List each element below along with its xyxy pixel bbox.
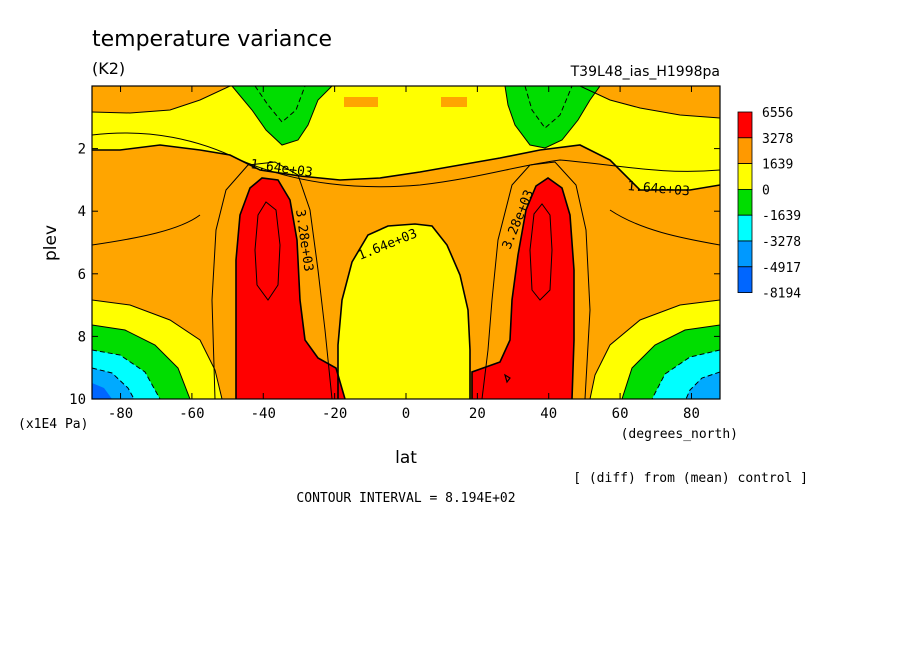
x-axis-label: lat xyxy=(395,448,417,468)
legend-swatch xyxy=(737,111,753,139)
x-tick-label: 60 xyxy=(612,406,629,422)
fill-orange-topright xyxy=(580,86,720,118)
chart-title: temperature variance xyxy=(92,27,332,52)
y-tick-label: 6 xyxy=(78,267,86,283)
legend-level-label: -4917 xyxy=(762,261,801,276)
contour-field xyxy=(92,86,720,399)
fill-red-left-column xyxy=(236,178,345,399)
run-label: T39L48_ias_H1998pa xyxy=(570,64,720,80)
contour-label: 1.64e+03 xyxy=(627,179,691,199)
fill-yellow-center-dome xyxy=(338,224,470,399)
x-tick-label: 40 xyxy=(540,406,557,422)
color-legend: 6556 3278 1639 0 -1639 -3278 -4917 -8194 xyxy=(737,106,801,302)
legend-level-label: -3278 xyxy=(762,235,801,250)
legend-swatch xyxy=(737,137,753,165)
legend-swatch xyxy=(737,266,753,293)
diff-note: [ (diff) from (mean) control ] xyxy=(573,471,808,486)
contour-lines xyxy=(92,86,720,399)
fill-orange-blip-2 xyxy=(441,97,467,107)
contour-interval: CONTOUR INTERVAL = 8.194E+02 xyxy=(296,491,515,506)
y-tick-label: 4 xyxy=(78,204,86,220)
legend-swatch xyxy=(737,214,753,242)
fill-green-top-left xyxy=(232,86,332,145)
chart-units: (K2) xyxy=(92,59,125,78)
x-axis-units: (degrees_north) xyxy=(621,427,738,442)
y-axis-label: plev xyxy=(41,225,61,261)
legend-level-label: 6556 xyxy=(762,106,793,121)
x-tick-label: -80 xyxy=(108,406,133,422)
legend-level-label: 1639 xyxy=(762,158,793,173)
fill-orange-topleft xyxy=(92,86,230,113)
y-tick-label: 8 xyxy=(78,329,86,345)
x-tick-label: -40 xyxy=(251,406,276,422)
legend-swatch xyxy=(737,163,753,190)
x-tick-label: -20 xyxy=(322,406,347,422)
x-tick-label: 80 xyxy=(683,406,700,422)
x-tick-label: 0 xyxy=(402,406,410,422)
legend-level-label: -8194 xyxy=(762,287,801,302)
legend-swatch xyxy=(737,188,753,216)
fill-green-top-right xyxy=(505,86,600,148)
legend-level-label: -1639 xyxy=(762,209,801,224)
y-axis-units: (x1E4 Pa) xyxy=(18,417,88,432)
legend-level-label: 3278 xyxy=(762,132,793,147)
fill-red-right-column xyxy=(472,178,574,399)
y-tick-label: 10 xyxy=(69,392,86,408)
y-axis: 2 4 6 8 10 xyxy=(69,142,720,408)
fill-orange-blip-1 xyxy=(344,97,378,107)
x-tick-label: 20 xyxy=(469,406,486,422)
x-tick-label: -60 xyxy=(179,406,204,422)
y-tick-label: 2 xyxy=(78,142,86,158)
fill-blue-lower-left xyxy=(92,383,112,399)
x-axis: -80 -60 -40 -20 0 20 40 60 80 xyxy=(108,86,700,422)
legend-swatch xyxy=(737,240,753,268)
legend-level-label: 0 xyxy=(762,183,770,198)
fill-lightblue-lower-right xyxy=(686,372,720,399)
